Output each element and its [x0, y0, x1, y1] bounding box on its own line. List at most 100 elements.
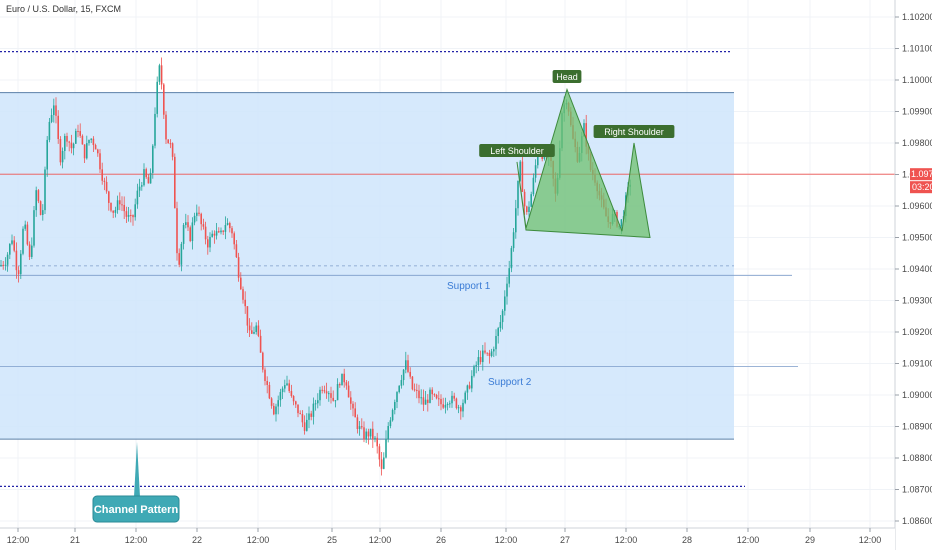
candle-body: [53, 105, 55, 116]
candle-body: [422, 397, 425, 405]
candle-body: [259, 335, 262, 353]
left-shoulder-label-bg: [479, 144, 555, 157]
candle-body: [103, 180, 106, 182]
time-tick-label: 12:00: [859, 535, 882, 545]
candle-body: [358, 426, 361, 430]
candle-body: [284, 385, 286, 389]
candle-body: [207, 239, 209, 248]
left-shoulder-label-text: Left Shoulder: [490, 146, 544, 156]
candle-body: [427, 399, 429, 403]
candle-body: [68, 141, 70, 143]
candle-body: [213, 233, 216, 236]
annotations-group: Head Left Shoulder Right Shoulder Support 1…: [92, 70, 675, 523]
candle-body: [506, 283, 508, 297]
candle-body: [372, 428, 374, 440]
candle-body: [9, 243, 11, 255]
candle-body: [361, 426, 363, 428]
callout-pointer: [134, 442, 140, 497]
time-axis[interactable]: 12:00 21 12:00 22 12:00 25 12:00 26 12:00 27 12:00…: [0, 527, 895, 550]
candle-body: [141, 185, 143, 187]
candle-body: [306, 419, 308, 431]
candle-body: [303, 422, 306, 431]
candle-body: [105, 181, 108, 192]
candle-body: [209, 236, 211, 248]
candle-body: [493, 349, 495, 352]
price-tick-label: 1.10100: [902, 44, 932, 54]
candle-body: [512, 232, 515, 249]
candle-body: [15, 250, 18, 271]
right-shoulder-label-bg: [593, 125, 675, 138]
candle-body: [429, 389, 431, 403]
price-tick-label: 1.10000: [902, 75, 932, 85]
candle-body: [165, 114, 167, 140]
candle-body: [215, 231, 218, 236]
candle-body: [222, 230, 224, 232]
candle-body: [365, 431, 367, 440]
candle-body: [477, 357, 480, 365]
candle-body: [488, 352, 491, 357]
candle-body: [508, 268, 510, 284]
candle-body: [220, 230, 222, 233]
candle-body: [464, 392, 466, 403]
candle-body: [528, 206, 530, 212]
price-tick-label: 1.08900: [902, 422, 932, 432]
time-tick-label: 12:00: [737, 535, 760, 545]
price-tick-label: 1.09900: [902, 107, 932, 117]
candle-body: [352, 403, 354, 409]
candle-body: [479, 357, 482, 363]
candle-body: [411, 376, 414, 390]
candle-body: [147, 177, 150, 184]
candle-body: [475, 364, 477, 367]
candle-body: [323, 390, 326, 392]
candle-body: [176, 208, 178, 254]
candle-body: [499, 322, 502, 329]
candle-body: [369, 428, 372, 437]
countdown-badge: [910, 181, 932, 194]
candle-body: [22, 228, 24, 254]
candle-body: [530, 194, 532, 207]
candle-body: [376, 437, 378, 447]
candle-body: [86, 143, 88, 159]
candle-body: [308, 413, 310, 420]
candle-body: [218, 231, 220, 233]
candle-body: [257, 325, 260, 336]
candle-body: [13, 240, 15, 251]
candle-body: [6, 254, 9, 265]
candle-body: [517, 180, 519, 209]
candle-body: [255, 325, 257, 332]
candle-body: [460, 407, 462, 412]
candle-body: [409, 371, 411, 377]
candle-body: [504, 296, 506, 311]
candle-body: [235, 244, 238, 258]
candle-body: [268, 384, 271, 399]
candle-body: [31, 245, 33, 257]
candle-body: [79, 131, 81, 136]
candle-body: [312, 403, 315, 417]
candle-body: [583, 123, 585, 137]
candle-body: [396, 392, 398, 403]
candle-body: [363, 427, 365, 440]
candle-body: [510, 248, 513, 269]
candle-body: [416, 389, 418, 391]
time-tick-label: 29: [805, 535, 815, 545]
candle-body: [275, 406, 277, 415]
candle-body: [171, 143, 174, 157]
candle-body: [33, 210, 35, 246]
candle-body: [356, 417, 359, 430]
candle-body: [92, 138, 95, 146]
candle-body: [286, 383, 288, 386]
candle-body: [585, 123, 587, 147]
price-tick-label: 1.09600: [902, 201, 932, 211]
candle-body: [185, 222, 187, 225]
candle-body: [158, 65, 161, 82]
candle-body: [334, 400, 337, 402]
candle-body: [471, 375, 473, 389]
candle-body: [35, 190, 37, 211]
candle-body: [163, 84, 165, 115]
price-axis[interactable]: 1.10200 1.10100 1.10000 1.09900 1.09800 1.097…: [894, 0, 932, 550]
candle-body: [125, 211, 128, 217]
time-tick-label: 12:00: [495, 535, 518, 545]
time-tick-label: 25: [327, 535, 337, 545]
candle-body: [39, 201, 42, 215]
